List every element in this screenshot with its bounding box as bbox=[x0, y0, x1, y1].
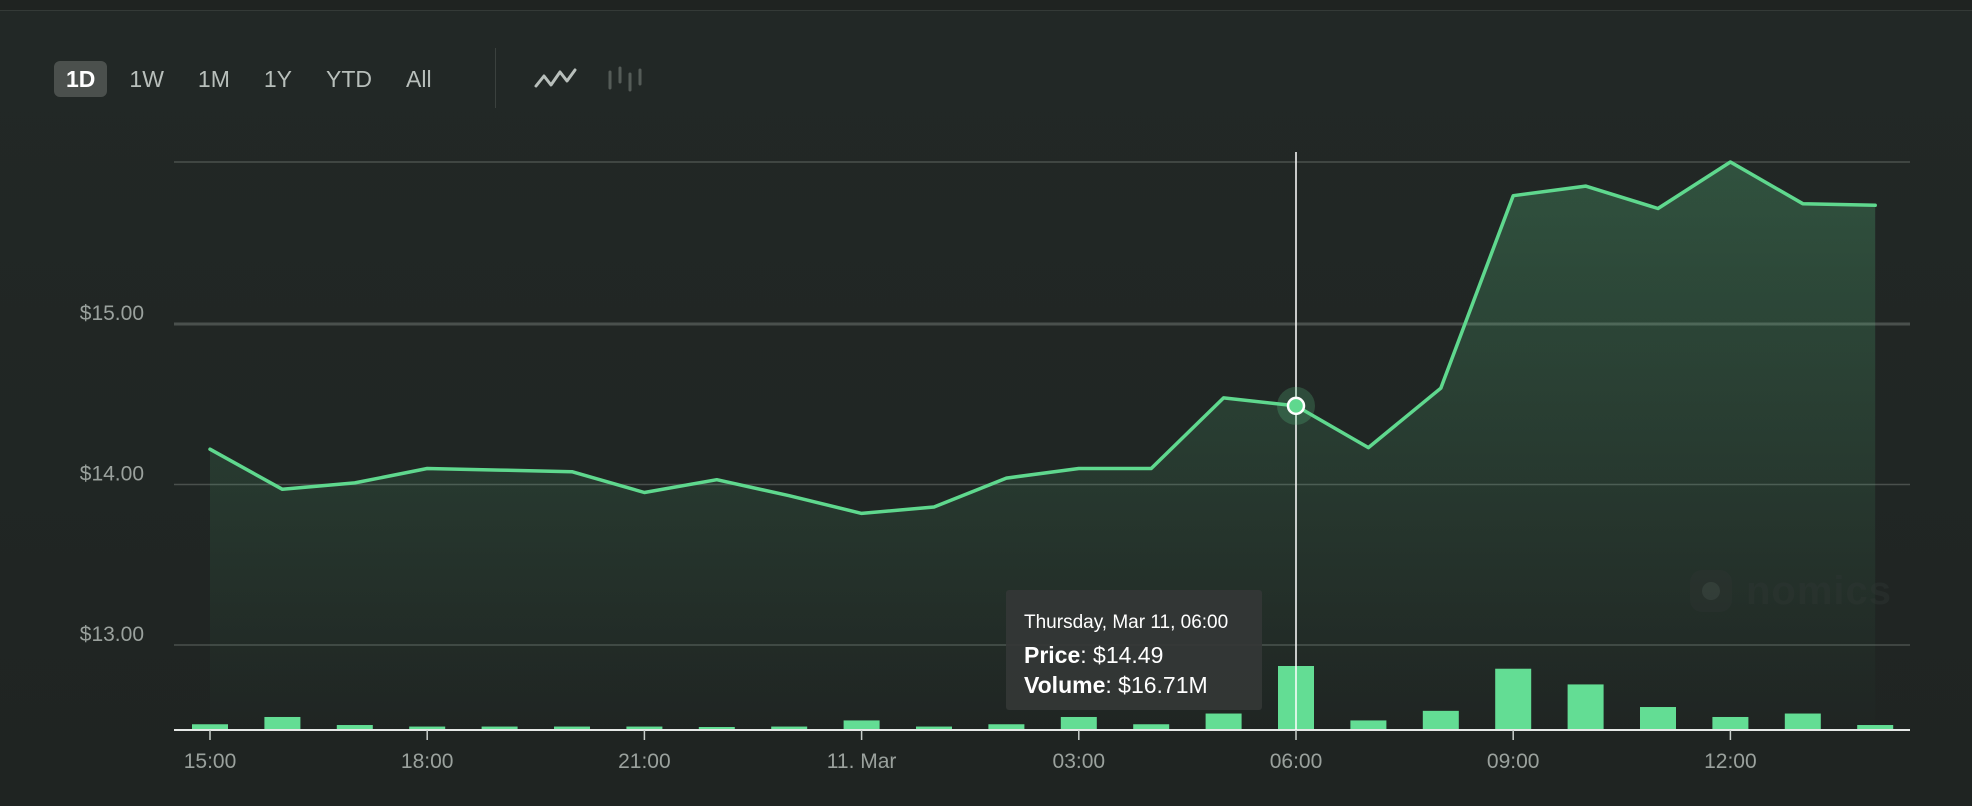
range-1d-button[interactable]: 1D bbox=[54, 61, 108, 97]
hover-tooltip: Thursday, Mar 11, 06:00 Price: $14.49 Vo… bbox=[1006, 590, 1262, 710]
top-border bbox=[0, 10, 1972, 11]
tooltip-volume-row: Volume: $16.71M bbox=[1024, 672, 1208, 698]
candlestick-chart-button[interactable] bbox=[600, 58, 650, 100]
candlestick-icon bbox=[608, 66, 642, 92]
x-tick-label: 03:00 bbox=[1053, 750, 1106, 773]
x-tick-label: 15:00 bbox=[184, 750, 237, 773]
tooltip-price-label: Price bbox=[1024, 642, 1081, 668]
x-tick-label: 12:00 bbox=[1704, 750, 1757, 773]
nomics-logo-icon bbox=[1690, 570, 1732, 612]
tooltip-date: Thursday, Mar 11, 06:00 bbox=[1024, 612, 1229, 633]
range-1w-button[interactable]: 1W bbox=[117, 61, 176, 97]
range-1m-button[interactable]: 1M bbox=[186, 61, 242, 97]
line-chart-button[interactable] bbox=[530, 58, 580, 100]
tooltip-price-row: Price: $14.49 bbox=[1024, 642, 1164, 668]
nomics-watermark: nomics bbox=[1690, 568, 1892, 614]
y-tick-label: $14.00 bbox=[80, 463, 144, 486]
y-tick-label: $15.00 bbox=[80, 302, 144, 325]
price-line[interactable] bbox=[208, 160, 1877, 516]
x-tick-label: 09:00 bbox=[1487, 750, 1540, 773]
range-all-button[interactable]: All bbox=[394, 61, 444, 97]
x-tick-label: 11. Mar bbox=[827, 750, 897, 773]
y-tick-label: $13.00 bbox=[80, 623, 144, 646]
tooltip-volume-label: Volume bbox=[1024, 672, 1106, 698]
x-tick-label: 06:00 bbox=[1270, 750, 1323, 773]
tooltip-price-value: $14.49 bbox=[1093, 642, 1164, 668]
line-chart-icon bbox=[534, 68, 577, 88]
toolbar-divider bbox=[495, 48, 496, 108]
time-range-selector: 1D 1W 1M 1Y YTD All bbox=[54, 60, 444, 98]
x-tick-label: 18:00 bbox=[401, 750, 454, 773]
x-tick-label: 21:00 bbox=[618, 750, 671, 773]
price-area bbox=[210, 162, 1876, 730]
hover-point[interactable] bbox=[1286, 396, 1306, 416]
range-1y-button[interactable]: 1Y bbox=[252, 61, 304, 97]
watermark-text: nomics bbox=[1746, 568, 1893, 613]
tooltip-volume-value: $16.71M bbox=[1118, 672, 1208, 698]
range-ytd-button[interactable]: YTD bbox=[314, 61, 384, 97]
